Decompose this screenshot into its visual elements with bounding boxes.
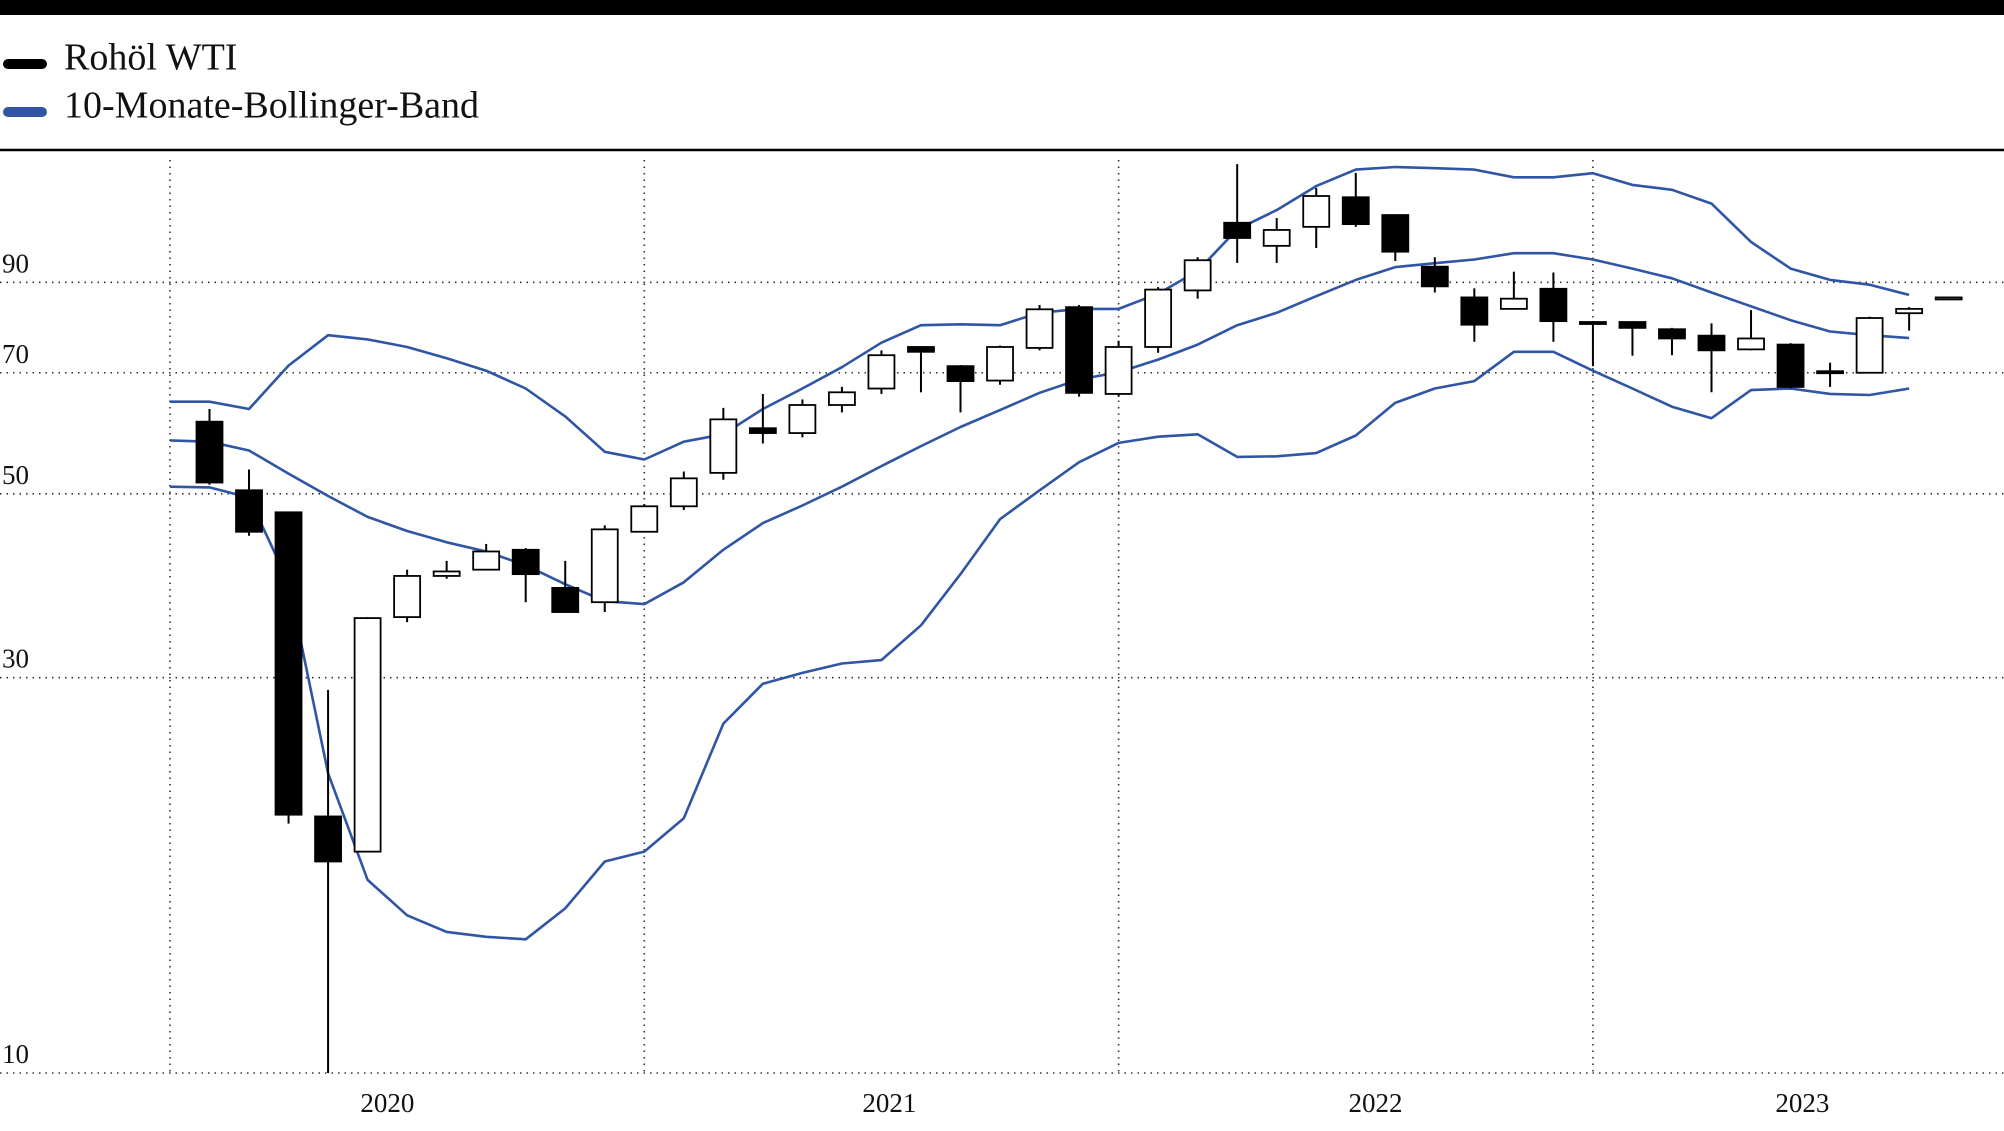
candle-body xyxy=(235,489,263,533)
top-bar xyxy=(0,0,2004,15)
candle-body xyxy=(828,391,856,406)
candle-body xyxy=(1065,306,1093,394)
band-lower xyxy=(169,350,1910,941)
candle-body xyxy=(432,570,461,577)
candle-body xyxy=(1262,229,1291,247)
candle-body xyxy=(867,354,896,390)
y-tick-label: 70 xyxy=(2,339,29,369)
axis-labels: 10 30 50 70 90 2020 2021 2022 2023 xyxy=(2,248,1829,1118)
legend: Rohöl WTI 10-Monate-Bollinger-Band xyxy=(3,37,479,127)
candle-body xyxy=(1816,370,1844,375)
candle-body xyxy=(353,617,382,853)
candle-body xyxy=(1499,297,1528,310)
candle-body xyxy=(195,420,224,484)
candle-body xyxy=(709,418,738,474)
candle-body xyxy=(511,548,540,576)
legend-label: 10-Monate-Bollinger-Band xyxy=(64,85,479,127)
candle-body xyxy=(1658,328,1686,340)
candle-body xyxy=(1302,195,1331,228)
legend-label: Rohöl WTI xyxy=(64,37,237,79)
candle-body xyxy=(314,815,342,863)
candle-body xyxy=(1776,343,1805,388)
candle-body xyxy=(1144,288,1173,348)
candle-body xyxy=(788,404,817,434)
x-tick-label: 2021 xyxy=(862,1088,916,1118)
candle-body xyxy=(1460,296,1489,326)
candle-body xyxy=(1381,214,1410,253)
candle-body xyxy=(1737,337,1765,351)
x-tick-label: 2022 xyxy=(1349,1088,1403,1118)
candle-body xyxy=(1895,307,1924,315)
candle-body xyxy=(986,346,1014,382)
candle-body xyxy=(1223,221,1252,239)
candle-body xyxy=(1420,265,1449,288)
candle-body xyxy=(669,477,698,508)
candle-body xyxy=(1934,296,1963,301)
y-tick-label: 50 xyxy=(2,460,29,490)
candle-body xyxy=(630,505,659,533)
band-middle xyxy=(169,251,1910,606)
candle-body xyxy=(1579,321,1607,325)
x-tick-label: 2020 xyxy=(360,1088,414,1118)
candle-body xyxy=(1539,287,1568,323)
candle-body xyxy=(274,511,303,816)
candle-body xyxy=(748,427,777,434)
candle-body xyxy=(907,346,935,353)
candle-body xyxy=(1183,259,1212,292)
candle-body xyxy=(590,528,619,604)
y-tick-label: 30 xyxy=(2,644,29,674)
y-tick-label: 90 xyxy=(2,248,29,278)
candle-body xyxy=(472,550,501,571)
candle-body xyxy=(1104,346,1133,395)
candle-body xyxy=(551,586,580,613)
candle-body xyxy=(1025,308,1054,349)
candle-body xyxy=(393,575,422,618)
y-tick-label: 10 xyxy=(2,1039,29,1069)
candle-body xyxy=(1697,334,1726,352)
candle-body xyxy=(1618,321,1647,329)
candle-body xyxy=(1341,196,1370,226)
candle-body xyxy=(1855,317,1884,374)
candle-body xyxy=(946,365,975,382)
x-tick-label: 2023 xyxy=(1775,1088,1829,1118)
plot-area xyxy=(169,164,1963,1073)
